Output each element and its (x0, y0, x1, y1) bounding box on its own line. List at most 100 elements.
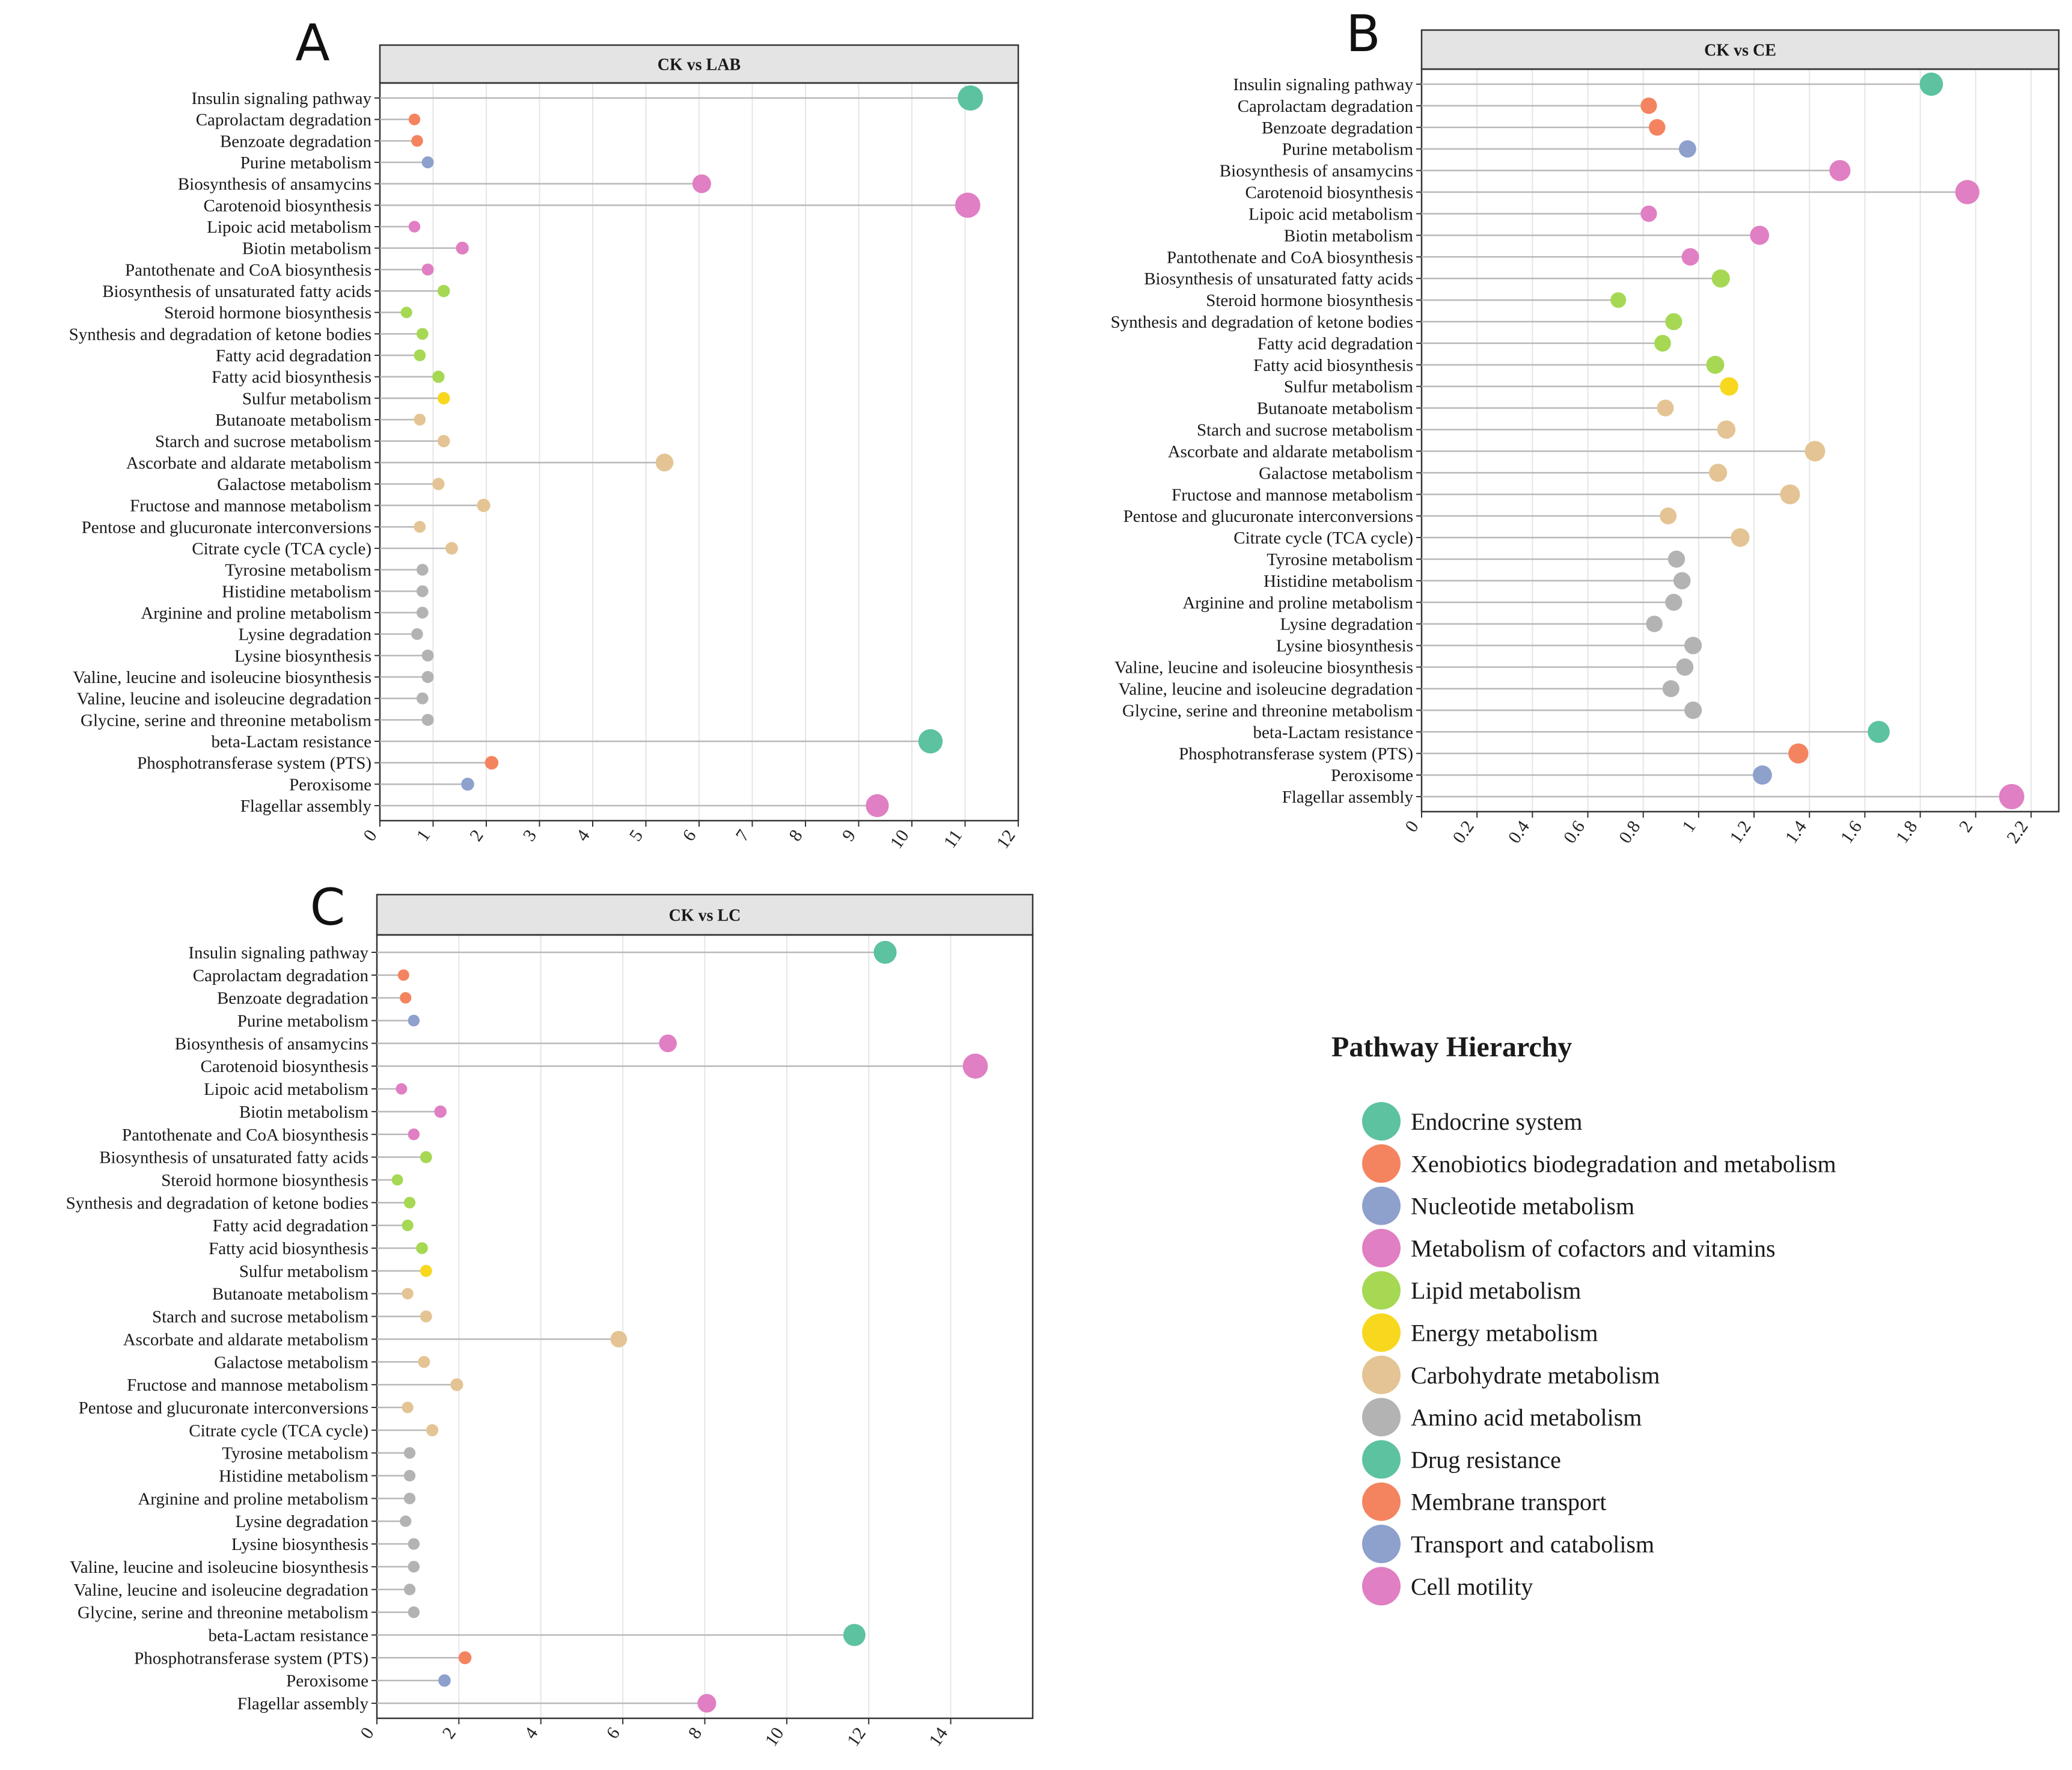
legend-label: Xenobiotics biodegradation and metabolis… (1411, 1150, 1836, 1177)
pathway-label: Phosphotransferase system (PTS) (1179, 744, 1413, 764)
lollipop-point (402, 1219, 414, 1231)
pathway-label: Steroid hormone biosynthesis (1206, 291, 1413, 310)
legend-swatch (1362, 1313, 1401, 1352)
lollipop-point (456, 241, 469, 255)
legend-item: Metabolism of cofactors and vitamins (1362, 1228, 1776, 1267)
pathway-label: Valine, leucine and isoleucine biosynthe… (70, 1558, 368, 1577)
panel-letter: C (310, 878, 346, 937)
pathway-label: Starch and sucrose metabolism (152, 1308, 368, 1327)
lollipop-point (420, 1151, 432, 1163)
lollipop-point (1752, 765, 1772, 785)
pathway-label: Starch and sucrose metabolism (155, 432, 371, 452)
pathway-label: Fatty acid degradation (1258, 334, 1414, 354)
lollipop-point (437, 435, 450, 447)
pathway-label: Biosynthesis of ansamycins (175, 1034, 368, 1053)
lollipop-point (414, 521, 426, 533)
pathway-label: Butanoate metabolism (215, 411, 372, 430)
lollipop-point (1709, 464, 1728, 482)
lollipop-point (408, 1128, 420, 1141)
pathway-label: Peroxisome (289, 775, 371, 794)
pathway-label: Lysine degradation (236, 1512, 369, 1531)
legend-item: Xenobiotics biodegradation and metabolis… (1362, 1144, 1836, 1183)
lollipop-point (402, 1401, 414, 1413)
pathway-label: Glycine, serine and threonine metabolism (1122, 701, 1413, 720)
lollipop-point (692, 174, 711, 194)
pathway-label: Fatty acid biosynthesis (212, 368, 371, 387)
lollipop-point (396, 1083, 408, 1095)
pathway-label: Citrate cycle (TCA cycle) (1233, 528, 1413, 548)
pathway-label: Pentose and glucuronate interconversions (79, 1398, 368, 1418)
pathway-label: Fructose and mannose metabolism (127, 1376, 368, 1395)
pathway-label: Insulin signaling pathway (1233, 75, 1413, 94)
lollipop-point (461, 777, 474, 791)
pathway-label: Valine, leucine and isoleucine degradati… (1119, 679, 1414, 699)
lollipop-point (414, 349, 426, 361)
pathway-label: Caprolactam degradation (196, 111, 372, 130)
pathway-label: Lysine biosynthesis (234, 646, 371, 666)
legend-label: Endocrine system (1411, 1108, 1583, 1135)
pathway-label: Histidine metabolism (1264, 572, 1413, 591)
lollipop-point (421, 714, 434, 726)
lollipop-point (411, 628, 423, 640)
legend-label: Membrane transport (1411, 1489, 1606, 1516)
pathway-label: Citrate cycle (TCA cycle) (189, 1421, 368, 1441)
legend-swatch (1362, 1144, 1401, 1183)
pathway-label: Galactose metabolism (217, 475, 371, 494)
lollipop-point (1676, 658, 1694, 676)
lollipop-point (421, 671, 434, 683)
pathway-label: Pantothenate and CoA biosynthesis (1167, 248, 1413, 267)
lollipop-point (1717, 420, 1736, 439)
lollipop-point (955, 192, 980, 218)
pathway-label: Glycine, serine and threonine metabolism (78, 1603, 368, 1623)
lollipop-point (1654, 334, 1671, 352)
pathway-label: Pentose and glucuronate interconversions (1123, 507, 1413, 526)
legend-title: Pathway Hierarchy (1331, 1031, 1572, 1063)
lollipop-point (416, 585, 429, 598)
pathway-label: Butanoate metabolism (1257, 399, 1414, 418)
pathway-label: Carotenoid biosynthesis (1245, 183, 1413, 203)
pathway-label: Ascorbate and aldarate metabolism (1168, 442, 1414, 461)
pathway-label: Valine, leucine and isoleucine biosynthe… (1114, 658, 1413, 678)
legend-label: Metabolism of cofactors and vitamins (1411, 1235, 1776, 1262)
pathway-label: Butanoate metabolism (212, 1285, 369, 1304)
pathway-label: Carotenoid biosynthesis (203, 196, 371, 215)
lollipop-point (437, 284, 450, 298)
pathway-label: Phosphotransferase system (PTS) (137, 754, 371, 773)
lollipop-point (1681, 248, 1699, 266)
pathway-label: Lipoic acid metabolism (207, 218, 371, 237)
pathway-label: Valine, leucine and isoleucine degradati… (74, 1581, 369, 1600)
pathway-label: Biosynthesis of ansamycins (178, 175, 371, 194)
lollipop-point (1660, 507, 1677, 525)
lollipop-point (403, 1196, 416, 1208)
pathway-label: Tyrosine metabolism (222, 1444, 368, 1463)
pathway-label: beta-Lactam resistance (1253, 723, 1413, 742)
pathway-label: Lysine biosynthesis (231, 1535, 368, 1554)
pathway-label: Valine, leucine and isoleucine degradati… (77, 690, 372, 709)
legend-swatch (1362, 1398, 1401, 1437)
pathway-label: Histidine metabolism (219, 1467, 368, 1486)
lollipop-point (843, 1623, 866, 1646)
lollipop-point (420, 1310, 432, 1323)
pathway-label: Glycine, serine and threonine metabolism (81, 711, 371, 730)
panel-title: CK vs LAB (658, 56, 741, 75)
lollipop-point (1788, 743, 1809, 764)
lollipop-point (1720, 377, 1738, 396)
pathway-label: Fatty acid degradation (213, 1216, 369, 1236)
legend-item: Transport and catabolism (1362, 1525, 1654, 1563)
legend-swatch (1362, 1186, 1401, 1225)
pathway-label: Purine metabolism (237, 1012, 369, 1031)
legend-label: Carbohydrate metabolism (1411, 1362, 1660, 1389)
pathway-label: Galactose metabolism (1259, 464, 1413, 483)
legend-label: Nucleotide metabolism (1411, 1193, 1634, 1220)
pathway-label: Lysine biosynthesis (1276, 637, 1413, 656)
panel-header-strip (376, 893, 1034, 936)
legend-swatch (1362, 1355, 1401, 1394)
legend-item: Drug resistance (1362, 1440, 1561, 1479)
lollipop-point (484, 756, 499, 770)
lollipop-point (1657, 399, 1674, 417)
pathway-label: Peroxisome (286, 1671, 368, 1691)
legend-item: Cell motility (1362, 1567, 1533, 1606)
panel-title: CK vs LC (669, 907, 741, 925)
